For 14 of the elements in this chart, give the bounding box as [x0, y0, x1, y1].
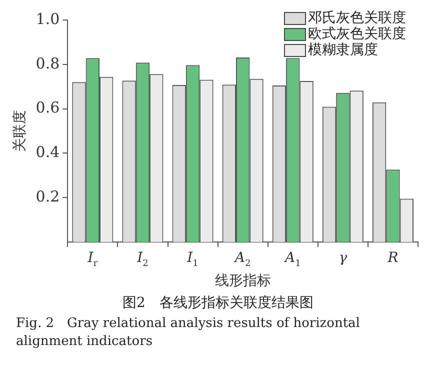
x-tick-label: R — [386, 250, 399, 266]
y-tick-label: 0.6 — [36, 98, 60, 117]
y-tick-label: 1.0 — [36, 10, 60, 28]
y-tick-label: 0.4 — [36, 143, 60, 162]
x-axis-title: 线形指标 — [214, 273, 271, 290]
y-tick-label: 0.2 — [36, 187, 60, 206]
legend-label: 欧式灰色关联度 — [308, 26, 406, 42]
y-tick-label: 0.8 — [36, 54, 60, 72]
legend-label: 邓氏灰色关联度 — [308, 10, 406, 26]
x-tick-label: γ — [338, 250, 348, 266]
text: 图2 各线形指标关联度结果图 — [122, 294, 314, 312]
y-axis-title: 关联度 — [12, 110, 28, 152]
legend-label: 模糊隶属度 — [308, 42, 378, 58]
caption: Fig. 2 Gray relational analysis results of horizontal alignment indicators — [15, 315, 361, 351]
